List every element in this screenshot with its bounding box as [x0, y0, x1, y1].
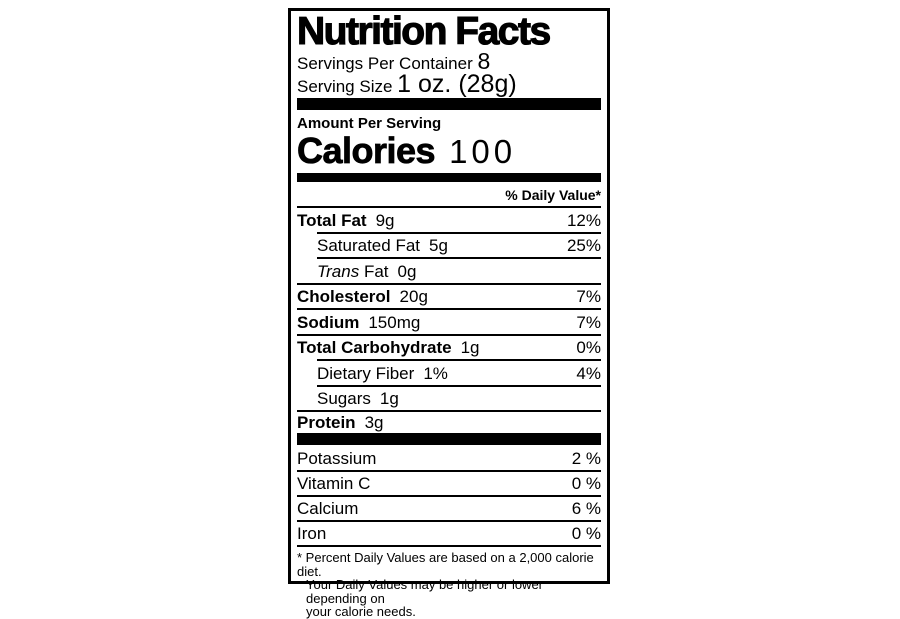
calories-row: Calories 100: [297, 130, 601, 171]
nutrient-name: Total Fat: [297, 210, 367, 230]
vitamin-dv: 0 %: [571, 473, 601, 493]
footnote-line-3: your calorie needs.: [306, 604, 416, 619]
nutrient-dv: 25%: [566, 236, 601, 256]
vitamin-row-iron: Iron 0 %: [297, 522, 601, 547]
label-title: Nutrition Facts: [296, 10, 551, 53]
nutrient-amount: 1g: [379, 389, 399, 409]
nutrient-amount: 150mg: [368, 312, 421, 332]
divider-bar-top: [297, 98, 601, 110]
nutrient-dv: 0%: [576, 338, 601, 358]
daily-value-footnote: * Percent Daily Values are based on a 2,…: [297, 551, 601, 619]
calories-value: 100: [449, 133, 517, 170]
vitamin-name: Iron: [297, 523, 327, 543]
vitamin-dv: 0 %: [571, 523, 601, 543]
vitamin-name: Vitamin C: [297, 473, 371, 493]
footnote-line-1: * Percent Daily Values are based on a 2,…: [297, 550, 594, 579]
nutrient-amount: 20g: [399, 287, 428, 307]
vitamin-dv: 2 %: [571, 448, 601, 468]
vitamin-row-vitamin-c: Vitamin C 0 %: [297, 472, 601, 497]
servings-per-container: Servings Per Container 8: [297, 50, 601, 74]
nutrient-name-italic: Trans: [317, 261, 360, 281]
nutrient-row-protein: Protein 3g: [297, 412, 601, 433]
nutrient-amount: 1g: [460, 338, 480, 358]
nutrient-dv: 7%: [576, 287, 601, 307]
amount-per-serving: Amount Per Serving: [297, 115, 442, 132]
nutrient-dv: 4%: [576, 363, 601, 383]
nutrient-name: Dietary Fiber: [317, 363, 415, 383]
vitamin-name: Potassium: [297, 448, 377, 468]
nutrient-row-sugars: Sugars 1g: [297, 387, 601, 413]
nutrient-row-trans-fat: Trans Fat 0g: [297, 259, 601, 285]
footnote-line-2: Your Daily Values may be higher or lower…: [306, 577, 544, 606]
nutrient-name: Total Carbohydrate: [297, 338, 452, 358]
nutrient-row-total-fat: Total Fat 9g 12%: [297, 208, 601, 234]
vitamin-row-calcium: Calcium 6 %: [297, 497, 601, 522]
divider-bar-mid: [297, 173, 601, 182]
nutrient-amount: 1%: [423, 363, 448, 383]
vitamin-dv: 6 %: [571, 498, 601, 518]
nutrient-dv: 12%: [566, 210, 601, 230]
nutrient-name: Sugars: [317, 389, 371, 409]
nutrient-row-cholesterol: Cholesterol 20g 7%: [297, 285, 601, 311]
nutrient-amount: 5g: [429, 236, 448, 256]
nutrition-facts-label: Nutrition Facts Servings Per Container 8…: [288, 8, 610, 618]
nutrient-name: Protein: [297, 412, 356, 432]
divider-bar-bottom: [297, 433, 601, 445]
serving-size-label: Serving Size: [297, 77, 393, 96]
nutrient-amount: 3g: [364, 412, 384, 432]
vitamin-row-potassium: Potassium 2 %: [297, 447, 601, 472]
nutrient-amount: 0g: [397, 261, 417, 281]
nutrient-name: Sodium: [297, 312, 360, 332]
nutrient-row-dietary-fiber: Dietary Fiber 1% 4%: [297, 361, 601, 387]
daily-value-header: % Daily Value*: [297, 186, 601, 208]
nutrient-name: Cholesterol: [297, 287, 391, 307]
nutrient-amount: 9g: [375, 210, 395, 230]
serving-size: Serving Size 1 oz. (28g): [297, 70, 601, 98]
vitamins-section: Potassium 2 % Vitamin C 0 % Calcium 6 % …: [297, 447, 601, 547]
nutrient-dv: 7%: [576, 312, 601, 332]
serving-size-value: 1 oz. (28g): [397, 70, 517, 98]
nutrient-row-saturated-fat: Saturated Fat 5g 25%: [297, 234, 601, 260]
nutrient-row-total-carbohydrate: Total Carbohydrate 1g 0%: [297, 336, 601, 362]
nutrient-name: Saturated Fat: [317, 236, 421, 256]
nutrient-name: Fat: [363, 261, 389, 281]
servings-label: Servings Per Container: [297, 54, 473, 73]
nutrient-row-sodium: Sodium 150mg 7%: [297, 310, 601, 336]
servings-value: 8: [477, 48, 491, 74]
vitamin-name: Calcium: [297, 498, 359, 518]
calories-label: Calories: [297, 130, 436, 171]
